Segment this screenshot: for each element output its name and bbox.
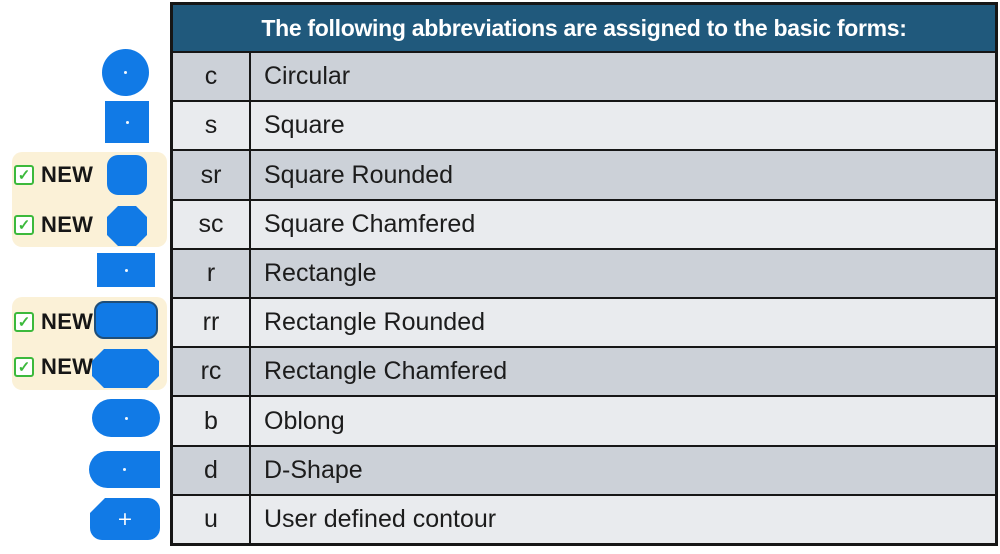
square-shape-icon	[105, 101, 149, 143]
name-cell: Rectangle	[264, 258, 377, 287]
table-body: c Circular s Square sr Square Rounded sc…	[173, 51, 995, 544]
abbr-cell: s	[173, 102, 251, 150]
new-callout-square-rounded: ✓ NEW	[14, 162, 94, 187]
abbr-cell: rr	[173, 299, 251, 347]
abbr-cell: b	[173, 397, 251, 445]
square-chamfered-shape-icon	[107, 206, 147, 246]
name-cell: Square	[264, 111, 345, 140]
table-row-oblong: b Oblong	[173, 395, 995, 445]
table-title: The following abbreviations are assigned…	[173, 5, 995, 51]
table-row-rectangle-rounded: rr Rectangle Rounded	[173, 297, 995, 347]
name-cell: Square Rounded	[264, 160, 454, 189]
abbr-cell: sr	[173, 151, 251, 199]
table-row-circular: c Circular	[173, 51, 995, 101]
user-defined-contour-shape-icon: +	[90, 498, 160, 540]
name-cell: Square Chamfered	[264, 209, 476, 238]
rectangle-chamfered-shape-icon	[92, 349, 159, 388]
name-cell: User defined contour	[264, 504, 497, 533]
abbr-cell: r	[173, 249, 251, 298]
new-label: NEW	[41, 212, 94, 237]
table-row-rectangle-chamfered: rc Rectangle Chamfered	[173, 346, 995, 396]
new-callout-square-chamfered: ✓ NEW	[14, 212, 94, 237]
checked-checkbox-icon: ✓	[14, 165, 34, 185]
table-row-user-defined: u User defined contour	[173, 493, 995, 544]
abbr-cell: sc	[173, 200, 251, 248]
d-shape-icon	[89, 451, 160, 488]
checked-checkbox-icon: ✓	[14, 215, 34, 235]
shape-center-marker-icon	[124, 416, 128, 420]
new-label: NEW	[41, 162, 94, 187]
abbr-cell: rc	[173, 348, 251, 396]
shape-center-marker-icon	[123, 468, 126, 471]
oblong-shape-icon	[92, 399, 160, 437]
table-row-square-rounded: sr Square Rounded	[173, 149, 995, 199]
new-label: NEW	[41, 354, 94, 379]
name-cell: Rectangle Chamfered	[264, 357, 508, 386]
shape-center-marker-icon	[124, 268, 128, 272]
table-row-square: s Square	[173, 100, 995, 150]
rectangle-rounded-shape-icon	[94, 301, 158, 339]
name-cell: Circular	[264, 62, 351, 91]
rectangle-shape-icon	[97, 253, 155, 287]
abbr-cell: d	[173, 446, 251, 494]
new-callout-rectangle-rounded: ✓ NEW	[14, 309, 94, 334]
shape-center-marker-icon	[124, 71, 127, 74]
abbreviations-table: The following abbreviations are assigned…	[170, 2, 998, 546]
name-cell: D-Shape	[264, 455, 363, 484]
table-row-square-chamfered: sc Square Chamfered	[173, 198, 995, 248]
abbr-cell: u	[173, 495, 251, 544]
new-callout-rectangle-chamfered: ✓ NEW	[14, 354, 94, 379]
checked-checkbox-icon: ✓	[14, 357, 34, 377]
circle-shape-icon	[102, 49, 149, 96]
name-cell: Rectangle Rounded	[264, 308, 485, 337]
shape-center-cross-icon: +	[117, 507, 133, 530]
checked-checkbox-icon: ✓	[14, 312, 34, 332]
table-row-rectangle: r Rectangle	[173, 247, 995, 298]
abbr-cell: c	[173, 53, 251, 101]
new-label: NEW	[41, 309, 94, 334]
name-cell: Oblong	[264, 406, 345, 435]
square-rounded-shape-icon	[107, 155, 147, 195]
shape-center-marker-icon	[125, 120, 129, 124]
table-row-d-shape: d D-Shape	[173, 444, 995, 494]
